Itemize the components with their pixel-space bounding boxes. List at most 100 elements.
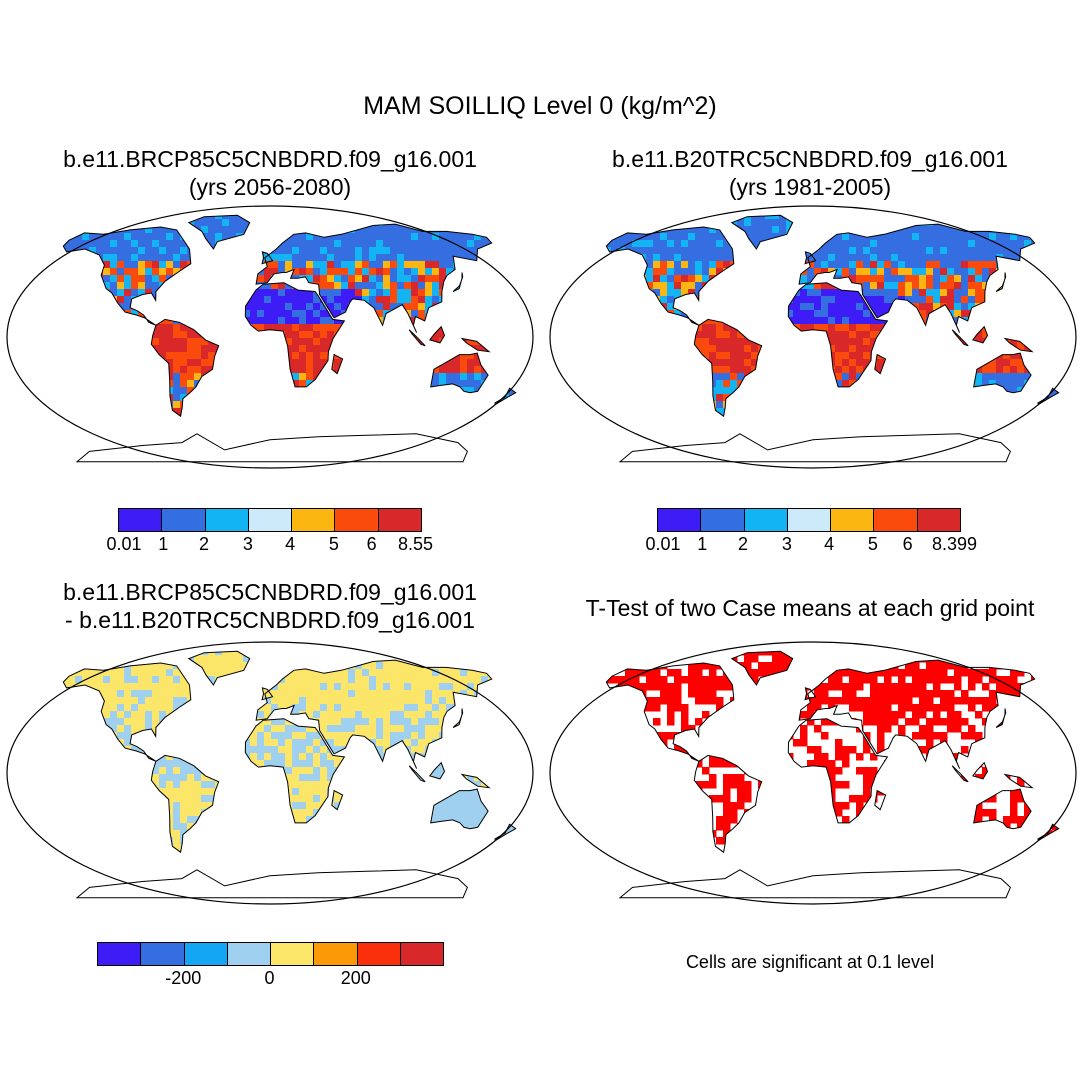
colorbar-swatch-4 xyxy=(248,509,293,531)
colorbar-tick-label: 0 xyxy=(264,968,275,988)
colorbar-tick-label: 4 xyxy=(285,534,296,554)
coastline-borneo xyxy=(971,761,989,780)
coastline-africa xyxy=(244,718,346,824)
colorbar-swatch-2 xyxy=(701,509,745,531)
colorbar-panel2 xyxy=(657,508,961,532)
map-outline xyxy=(6,205,534,469)
colorbar-tick-label: 6 xyxy=(366,534,377,554)
map-panel-historical xyxy=(549,205,1077,469)
coastline-north-america xyxy=(605,226,735,326)
colorbar-tick-label: 6 xyxy=(902,534,913,554)
coastline-antarctica xyxy=(618,869,1011,899)
panel3-title: b.e11.BRCP85C5CNBDRD.f09_g16.001 - b.e11… xyxy=(0,578,540,634)
coastline-antarctica xyxy=(75,869,468,899)
colorbar-swatch-8 xyxy=(400,943,443,965)
coastline-south-america xyxy=(150,318,220,418)
land-field xyxy=(606,215,1059,417)
land-field xyxy=(63,651,516,853)
colorbar-swatch-1 xyxy=(658,509,702,531)
coastline-eurasia xyxy=(798,659,1036,769)
coastline-africa xyxy=(787,282,889,388)
colorbar-tick-label: 1 xyxy=(158,534,169,554)
colorbar-swatch-1 xyxy=(98,943,142,965)
coastline-north-america xyxy=(605,662,735,762)
land-field xyxy=(63,215,516,417)
coastline-south-america xyxy=(693,754,763,854)
coastline-australia xyxy=(430,788,489,830)
coastline-south-america xyxy=(693,318,763,418)
colorbar-swatch-5 xyxy=(831,509,875,531)
map-outline xyxy=(549,641,1077,905)
coastline-australia xyxy=(430,352,489,394)
coastline-new-guinea xyxy=(460,773,491,789)
colorbar-tick-label: 0.01 xyxy=(106,534,142,554)
coastline-eurasia xyxy=(798,223,1036,333)
coastline-uk xyxy=(261,251,274,265)
panel3-title-line2: - b.e11.B20TRC5CNBDRD.f09_g16.001 xyxy=(65,607,475,633)
land-field xyxy=(606,651,1059,853)
colorbar-panel1 xyxy=(118,508,422,532)
coastline-eurasia xyxy=(255,659,493,769)
colorbar-swatch-3 xyxy=(184,943,228,965)
coastline-madagascar xyxy=(874,353,887,375)
panel3-title-line1: b.e11.BRCP85C5CNBDRD.f09_g16.001 xyxy=(63,579,477,605)
colorbar-tick-label: 5 xyxy=(867,534,878,554)
colorbar-tick-label: 4 xyxy=(824,534,835,554)
colorbar-swatch-6 xyxy=(874,509,918,531)
colorbar-tick-label: 8.55 xyxy=(397,534,433,554)
coastline-uk xyxy=(261,687,274,701)
coastline-madagascar xyxy=(331,789,344,811)
map-outline xyxy=(549,205,1077,469)
coastline-sumatra xyxy=(951,765,969,783)
coastline-north-america xyxy=(62,226,192,326)
coastline-uk xyxy=(804,251,817,265)
colorbar-tick-label: 0.01 xyxy=(645,534,681,554)
coastline-greenland xyxy=(730,650,794,686)
colorbar-tick-label: 8.399 xyxy=(931,534,977,554)
panel4-title-line1: T-Test of two Case means at each grid po… xyxy=(585,595,1035,621)
colorbar-swatch-4 xyxy=(787,509,832,531)
coastline-sumatra xyxy=(408,329,426,347)
panel1-title-line2: (yrs 2056-2080) xyxy=(188,174,352,200)
colorbar-tick-label: 3 xyxy=(242,534,253,554)
coastline-greenland xyxy=(730,214,794,250)
coastline-japan xyxy=(995,708,1007,728)
colorbar-tick-label: 3 xyxy=(781,534,792,554)
coastline-japan xyxy=(452,272,464,292)
significance-note: Cells are significant at 0.1 level xyxy=(685,952,935,972)
coastline-south-america xyxy=(150,754,220,854)
coastline-antarctica xyxy=(618,433,1011,463)
colorbar-swatch-6 xyxy=(335,509,379,531)
figure-title: MAM SOILLIQ Level 0 (kg/m^2) xyxy=(363,92,717,120)
coastline-new-guinea xyxy=(1003,337,1034,353)
coastline-new-guinea xyxy=(1003,773,1034,789)
colorbar-swatch-3 xyxy=(744,509,788,531)
panel2-title-line1: b.e11.B20TRC5CNBDRD.f09_g16.001 xyxy=(612,146,1008,172)
map-panel-difference xyxy=(6,641,534,905)
colorbar-swatch-7 xyxy=(378,509,421,531)
colorbar-swatch-4 xyxy=(227,943,271,965)
coastline-madagascar xyxy=(331,353,344,375)
coastline-north-america xyxy=(62,662,192,762)
panel2-title-line2: (yrs 1981-2005) xyxy=(728,174,892,200)
coastline-sumatra xyxy=(951,329,969,347)
coastline-borneo xyxy=(428,325,446,344)
panel4-title: T-Test of two Case means at each grid po… xyxy=(540,594,1080,622)
coastline-sumatra xyxy=(408,765,426,783)
colorbar-tick-label: 200 xyxy=(340,968,371,988)
colorbar-swatch-5 xyxy=(271,943,315,965)
colorbar-tick-label: 5 xyxy=(328,534,339,554)
colorbar-swatch-6 xyxy=(314,943,358,965)
colorbar-tick-label: 2 xyxy=(199,534,210,554)
coastline-australia xyxy=(973,788,1032,830)
colorbar-swatch-7 xyxy=(357,943,401,965)
coastline-australia xyxy=(973,352,1032,394)
panel2-title: b.e11.B20TRC5CNBDRD.f09_g16.001 (yrs 198… xyxy=(540,145,1080,201)
colorbar-swatch-5 xyxy=(292,509,336,531)
coastline-new-guinea xyxy=(460,337,491,353)
coastline-africa xyxy=(787,718,889,824)
colorbar-swatch-2 xyxy=(141,943,185,965)
map-panel-ttest xyxy=(549,641,1077,905)
colorbar-swatch-7 xyxy=(917,509,960,531)
panel1-title: b.e11.BRCP85C5CNBDRD.f09_g16.001 (yrs 20… xyxy=(0,145,540,201)
